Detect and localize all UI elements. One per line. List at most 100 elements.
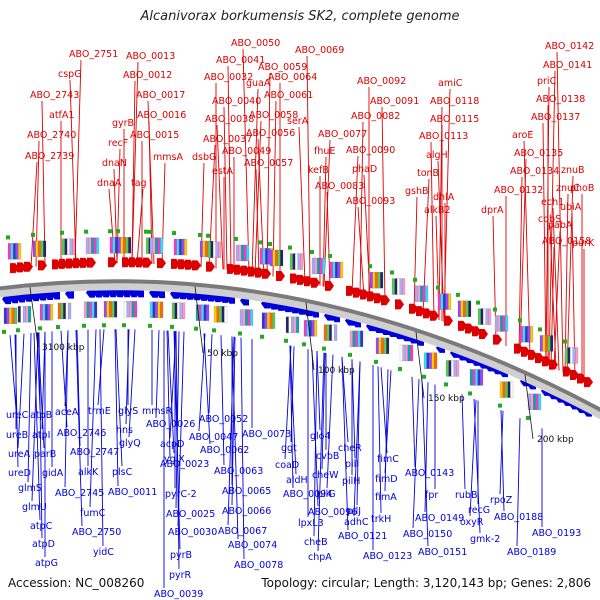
forward-gene-arrow <box>395 299 404 310</box>
feature-marker <box>563 339 567 344</box>
gene-label-ech1: ech1 <box>541 197 564 208</box>
feature-bar <box>303 320 307 337</box>
forward-gene-arrow <box>87 257 96 268</box>
gene-label-abo-0037: ABO_0037 <box>203 134 252 145</box>
feature-marker <box>302 342 306 347</box>
gene-label-hns: hns <box>116 425 133 436</box>
gene-label-abo-0135: ABO_0135 <box>514 148 563 159</box>
gene-label-purk: purK <box>572 238 595 249</box>
feature-marker <box>148 229 152 234</box>
feature-marker <box>212 328 216 333</box>
genome-backbone <box>0 279 600 412</box>
gene-connector <box>75 330 83 527</box>
gene-label-abo-0115: ABO_0115 <box>430 114 479 125</box>
feature-marker <box>468 391 472 396</box>
feature-bar <box>173 238 177 256</box>
feature-bar <box>372 272 376 289</box>
forward-gene-arrow <box>325 280 334 291</box>
feature-bar <box>91 237 94 254</box>
gene-label-abo-0065: ABO_0065 <box>222 486 271 497</box>
gene-label-abo-0113: ABO_0113 <box>419 131 468 142</box>
gene-connector <box>216 124 224 270</box>
feature-bar <box>380 272 384 289</box>
feature-bar <box>109 301 112 318</box>
feature-bar <box>468 300 472 317</box>
feature-bar <box>326 324 330 341</box>
gene-label-abo-0142: ABO_0142 <box>545 41 594 52</box>
gene-connector <box>9 335 17 410</box>
feature-bar <box>488 308 492 325</box>
scale-tick <box>524 374 534 440</box>
gene-label-phob: phoB <box>570 183 594 194</box>
feature-bar <box>533 393 536 410</box>
feature-bar <box>177 302 180 319</box>
feature-bar <box>65 302 69 320</box>
scale-label: 150 kbp <box>428 394 465 404</box>
gene-label-dhla: dhlA <box>433 192 455 203</box>
feature-marker <box>348 352 352 357</box>
gene-label-abo-0061: ABO_0061 <box>264 90 313 101</box>
gene-label-pilg: pilG <box>317 489 336 500</box>
gene-label-fumc: fumC <box>80 508 106 519</box>
gene-connector <box>38 332 43 539</box>
feature-bar <box>199 240 203 258</box>
feature-bar <box>453 360 457 377</box>
gene-connector <box>30 161 38 268</box>
gene-label-abo-0038: ABO_0038 <box>205 114 254 125</box>
feature-bar <box>115 237 118 254</box>
feature-bar <box>69 238 73 255</box>
feature-bar <box>269 312 273 329</box>
feature-bar <box>114 301 118 318</box>
gene-connector <box>31 332 39 502</box>
feature-bar <box>28 306 32 323</box>
feature-bar <box>323 324 327 341</box>
gene-label-abo-0118: ABO_0118 <box>430 96 479 107</box>
feature-marker <box>456 292 460 297</box>
feature-bar <box>272 249 276 267</box>
feature-bar <box>179 302 183 319</box>
forward-gene-arrow <box>304 276 313 287</box>
feature-bar <box>265 248 268 265</box>
feature-bar <box>243 244 247 262</box>
forward-gene-arrow <box>234 264 243 275</box>
gene-label-parb: parB <box>34 449 56 460</box>
feature-bar <box>497 315 501 332</box>
gene-label-abo-0059: ABO_0059 <box>258 62 307 73</box>
feature-marker <box>436 285 440 290</box>
feature-bar <box>429 352 432 369</box>
gene-connector <box>203 333 211 445</box>
gene-label-abo-0078: ABO_0078 <box>234 560 283 571</box>
feature-bar <box>445 360 449 377</box>
feature-bar <box>43 240 47 257</box>
feature-bar <box>448 293 452 310</box>
gene-label-abo-0064: ABO_0064 <box>268 72 317 83</box>
forward-gene-arrow <box>360 289 369 300</box>
forward-gene-arrow <box>542 356 551 367</box>
feature-marker <box>198 233 202 238</box>
gene-connector <box>553 230 561 369</box>
feature-bar <box>210 241 214 258</box>
feature-marker <box>284 338 288 343</box>
feature-bar <box>245 309 248 326</box>
feature-marker <box>498 403 502 408</box>
feature-bar <box>337 261 341 279</box>
gene-label-ureb: ureB <box>6 430 28 441</box>
gene-connector <box>231 336 239 540</box>
scale-tick <box>194 286 204 354</box>
gene-connector <box>341 356 349 443</box>
gene-label-abo-0188: ABO_0188 <box>494 512 543 523</box>
gene-label-amic: amiC <box>438 78 463 89</box>
map-title: Alcanivorax borkumensis SK2, complete ge… <box>140 9 460 24</box>
gene-label-cvbb: cvbB <box>316 451 339 462</box>
feature-marker <box>116 229 120 234</box>
gene-label-abo-0189: ABO_0189 <box>507 547 556 558</box>
forward-gene-arrow <box>276 271 285 282</box>
gene-label-abo-0066: ABO_0066 <box>222 506 271 517</box>
gene-label-abo-0030: ABO_0030 <box>168 527 217 538</box>
feature-bar <box>417 285 421 302</box>
forward-gene-arrow <box>157 258 166 269</box>
gene-connector <box>500 410 505 512</box>
gene-label-abo-0151: ABO_0151 <box>418 547 467 558</box>
feature-bar <box>360 330 364 347</box>
